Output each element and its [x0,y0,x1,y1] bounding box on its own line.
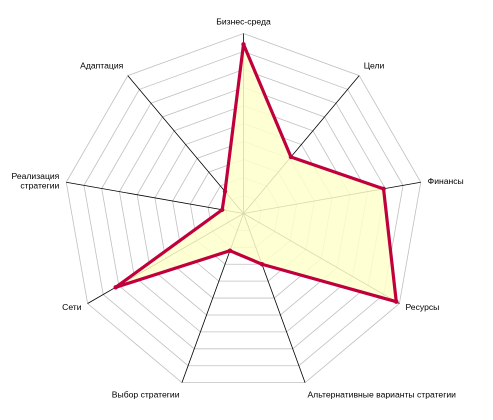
data-point-9 [222,189,228,194]
grid-ring-7 [118,87,369,333]
axis-label-line: Адаптация [80,60,124,70]
axis-label-9: Адаптация [80,60,124,70]
axis-label-6: Выбор стратегии [112,390,180,400]
axis-label-line: Реализация [12,171,60,181]
axis-label-line: Бизнес-среда [216,17,271,27]
axis-label-8: Реализация стратегии [12,171,60,191]
axis-labels: Бизнес-среда Цели Финансы Ресурсы Альтернати… [12,17,464,400]
grid-ring-8 [101,69,386,350]
axis-label-line: Альтернативные варианты стратегии [307,390,456,400]
data-point-5 [259,262,265,267]
data-point-4 [394,299,399,304]
grid-ring-6 [136,105,351,316]
axis-label-4: Ресурсы [405,302,439,312]
axis-label-5: Альтернативные варианты стратегии [307,390,456,400]
axis-label-2: Цели [364,60,385,70]
axis-label-3: Финансы [428,176,464,186]
grid-ring-10 [65,33,422,384]
axis-label-line: Сети [62,302,82,312]
data-point-3 [381,186,386,192]
series-area [113,42,399,304]
series-polygon [114,42,398,304]
grid-ring-9 [83,51,404,367]
axis-label-line: Ресурсы [405,302,439,312]
axis-label-line: Выбор стратегии [112,390,180,400]
axis-label-7: Сети [62,302,82,312]
data-point-6 [227,248,233,253]
data-point-8 [220,207,225,212]
data-point-7 [113,285,118,290]
axis-spoke-8 [66,181,244,214]
axis-label-line: Цели [364,60,385,70]
axis-label-line: стратегии [20,181,59,191]
axis-label-1: Бизнес-среда [216,17,271,27]
data-point-1 [241,42,246,47]
data-point-2 [288,154,294,160]
axis-label-line: Финансы [428,176,464,186]
